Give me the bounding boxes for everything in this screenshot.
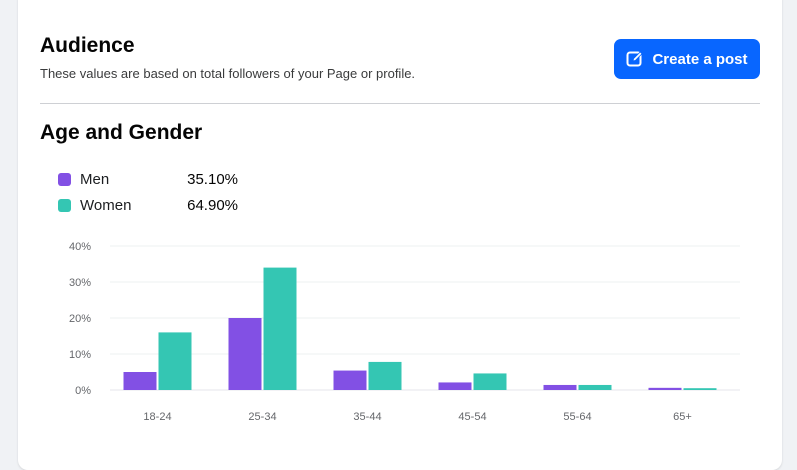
legend-item-women: Women 64.90% — [58, 192, 238, 218]
x-tick-label: 65+ — [673, 411, 692, 423]
y-tick-label: 20% — [69, 313, 91, 325]
bar-men-45-54 — [438, 382, 472, 390]
legend-value-women: 64.90% — [187, 196, 238, 214]
bar-men-55-64 — [543, 384, 577, 390]
legend-swatch-men — [58, 172, 71, 186]
y-tick-label: 40% — [69, 241, 91, 253]
legend-label-men: Men — [80, 170, 110, 188]
bar-men-35-44 — [333, 370, 367, 390]
y-tick-label: 0% — [75, 385, 91, 397]
y-tick-label: 10% — [69, 349, 91, 361]
legend-item-men: Men 35.10% — [58, 166, 238, 192]
x-tick-label: 25-34 — [248, 411, 276, 423]
page-subtitle: These values are based on total follower… — [40, 66, 416, 81]
legend-label-women: Women — [80, 196, 132, 214]
chart-legend: Men 35.10% Women 64.90% — [58, 166, 238, 218]
bar-women-45-54 — [473, 373, 507, 390]
bar-men-65+ — [648, 387, 682, 390]
legend-value-men: 35.10% — [187, 170, 238, 188]
create-post-button[interactable]: Create a post — [614, 39, 760, 79]
bar-women-55-64 — [578, 384, 612, 390]
x-tick-label: 45-54 — [458, 411, 486, 423]
bar-men-18-24 — [123, 372, 157, 390]
legend-swatch-women — [58, 198, 71, 212]
bar-women-65+ — [683, 388, 717, 390]
y-tick-label: 30% — [69, 277, 91, 289]
edit-icon — [626, 51, 644, 67]
bar-men-25-34 — [228, 318, 262, 390]
create-post-label: Create a post — [652, 50, 748, 68]
section-divider — [40, 103, 760, 104]
x-tick-label: 55-64 — [563, 411, 591, 423]
bar-women-18-24 — [158, 332, 192, 390]
x-tick-label: 18-24 — [143, 411, 171, 423]
age-gender-bar-chart: 0% 10% 20% 30% 40% 18-24 25-34 35-44 45-54 55-64 6… — [69, 241, 740, 423]
page-title: Audience — [40, 34, 135, 57]
bar-women-25-34 — [263, 267, 297, 390]
x-tick-label: 35-44 — [353, 411, 381, 423]
section-title: Age and Gender — [40, 121, 203, 144]
bar-women-35-44 — [368, 361, 402, 390]
